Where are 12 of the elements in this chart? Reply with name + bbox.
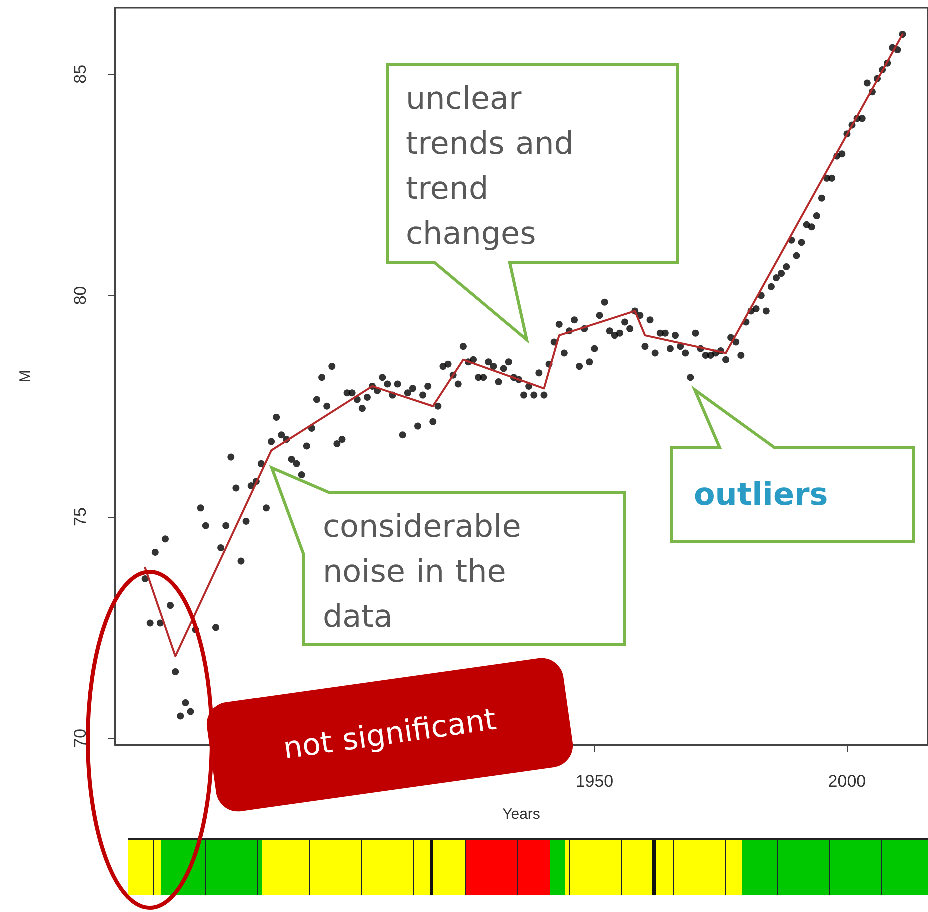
y-tick-label: 70 (71, 728, 90, 748)
annotation: outliers (694, 476, 830, 515)
y-axis-title: M (17, 370, 34, 383)
y-tick-label: 75 (71, 508, 90, 526)
annotation: unclear trends and trend changes (406, 80, 575, 254)
annotation: not significant (280, 701, 500, 769)
x-tick-label: 2000 (828, 772, 866, 791)
annotation: considerable noise in the data (323, 508, 522, 637)
y-tick-label: 80 (71, 286, 90, 306)
x-axis-title: Years (502, 806, 540, 823)
x-tick-label: 1950 (576, 772, 614, 791)
y-tick-label: 85 (71, 64, 90, 84)
